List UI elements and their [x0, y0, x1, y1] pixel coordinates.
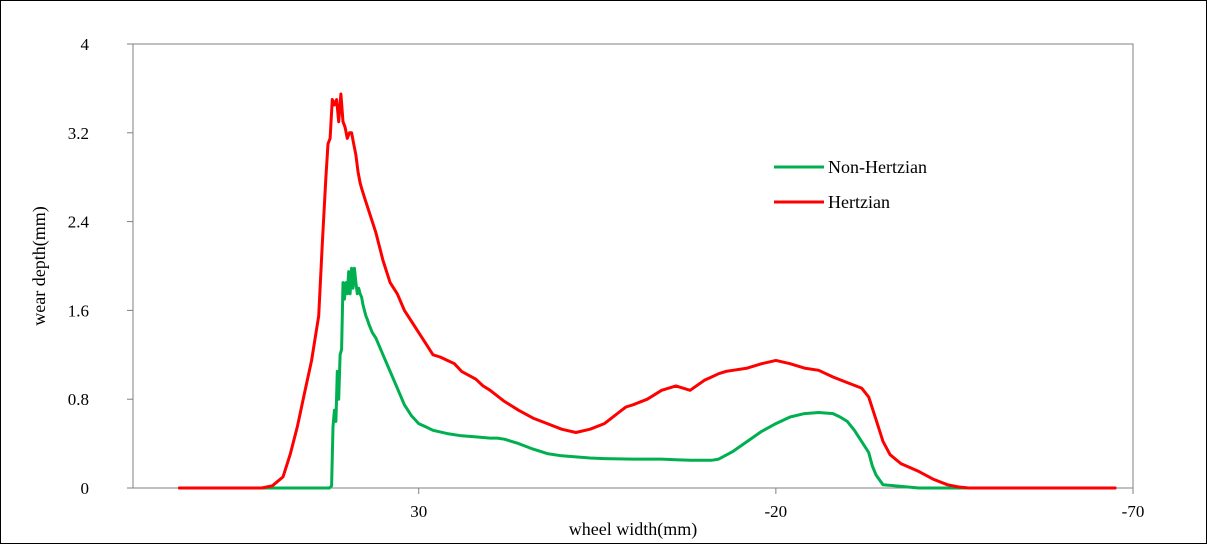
legend-label-non-hertzian: Non-Hertzian [828, 157, 927, 177]
x-tick-label: -20 [765, 502, 788, 521]
x-tick-label: -70 [1122, 502, 1145, 521]
y-tick-label: 2.4 [68, 213, 90, 232]
series-line-hertzian [177, 92, 1117, 490]
x-axis-label: wheel width(mm) [569, 519, 697, 540]
plot-area-border [132, 43, 1134, 489]
series-line-non-hertzian [177, 266, 1117, 490]
y-tick-label: 4 [81, 35, 90, 54]
y-tick-label: 0.8 [68, 390, 89, 409]
y-axis-label: wear depth(mm) [29, 206, 50, 325]
y-tick-label: 0 [81, 479, 90, 498]
y-tick-label: 3.2 [68, 124, 89, 143]
legend-label-hertzian: Hertzian [828, 192, 890, 212]
y-tick-label: 1.6 [68, 301, 89, 320]
legend: Non-Hertzian Hertzian [774, 157, 927, 212]
x-tick-label: 30 [410, 502, 427, 521]
